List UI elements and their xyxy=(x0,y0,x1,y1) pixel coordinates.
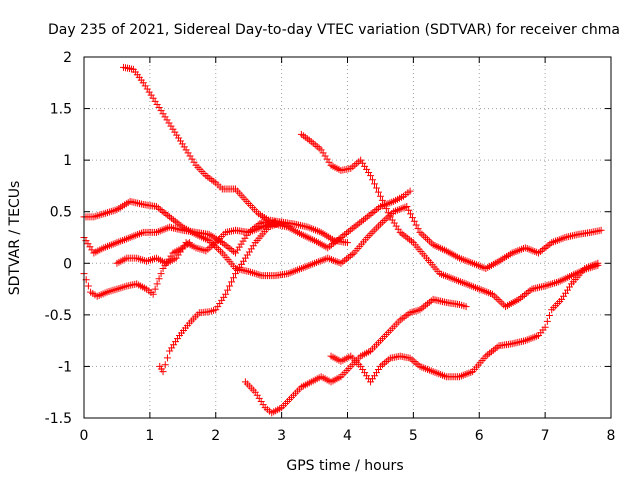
x-tick-labels: 0 1 2 3 4 5 6 7 8 xyxy=(80,428,616,444)
data-point xyxy=(371,180,379,188)
data-point xyxy=(163,354,171,362)
data-point xyxy=(228,278,236,286)
y-axis-label: SDTVAR / TECUs xyxy=(7,181,23,296)
y-tick-label: -0.5 xyxy=(45,308,72,324)
series-track-a xyxy=(120,63,351,247)
x-tick-label: 7 xyxy=(541,428,550,444)
data-point xyxy=(406,187,414,195)
y-tick-label: 1 xyxy=(63,153,72,169)
data-point xyxy=(543,317,551,325)
data-point xyxy=(161,361,169,369)
grid xyxy=(84,57,611,418)
data-point xyxy=(405,206,413,214)
y-tick-label: 1.5 xyxy=(50,102,72,118)
data-point xyxy=(344,239,351,247)
y-tick-label: 0.5 xyxy=(50,205,72,221)
data-point xyxy=(151,285,159,293)
data-point xyxy=(597,226,605,234)
data-point xyxy=(408,214,416,222)
data-point xyxy=(407,210,415,218)
data-point xyxy=(594,259,602,267)
x-tick-label: 0 xyxy=(80,428,89,444)
y-tick-label: -1.5 xyxy=(45,411,72,427)
data-point xyxy=(157,270,165,278)
data-point xyxy=(230,274,238,282)
data-point xyxy=(149,290,157,298)
x-tick-label: 4 xyxy=(343,428,352,444)
x-tick-label: 2 xyxy=(211,428,220,444)
data-point xyxy=(159,368,167,376)
series-track-f xyxy=(113,218,279,267)
series-track-e xyxy=(80,239,193,300)
y-tick-label: 0 xyxy=(63,256,72,272)
x-tick-label: 6 xyxy=(475,428,484,444)
data-point xyxy=(546,312,554,320)
data-point xyxy=(155,275,163,283)
y-tick-label: 2 xyxy=(63,50,72,66)
chart-title: Day 235 of 2021, Sidereal Day-to-day VTE… xyxy=(48,22,620,38)
x-tick-label: 3 xyxy=(277,428,286,444)
x-tick-label: 1 xyxy=(145,428,154,444)
data-points xyxy=(80,63,605,417)
y-tick-labels: -1.5 -1 -0.5 0 0.5 1 1.5 2 xyxy=(45,50,72,427)
series-track-h xyxy=(241,295,470,417)
data-point xyxy=(410,217,418,225)
data-point xyxy=(414,225,422,233)
data-point xyxy=(224,286,232,294)
data-point xyxy=(278,218,286,226)
data-point xyxy=(84,282,92,290)
data-point xyxy=(372,184,380,192)
data-point xyxy=(369,176,377,184)
data-point xyxy=(374,188,382,196)
data-point xyxy=(222,290,230,298)
data-point xyxy=(226,282,234,290)
data-point xyxy=(412,221,420,229)
x-axis-label: GPS time / hours xyxy=(286,458,403,474)
y-tick-label: -1 xyxy=(58,359,72,375)
x-tick-label: 5 xyxy=(409,428,418,444)
data-point xyxy=(153,280,161,288)
data-point xyxy=(367,172,375,180)
data-point xyxy=(403,203,411,211)
series-track-g xyxy=(156,218,286,376)
plot-frame xyxy=(83,56,612,419)
data-point xyxy=(541,323,549,331)
data-point xyxy=(376,192,384,200)
x-tick-label: 8 xyxy=(607,428,616,444)
data-point xyxy=(462,303,470,311)
series-track-i xyxy=(327,259,602,386)
series-track-b xyxy=(297,130,602,311)
